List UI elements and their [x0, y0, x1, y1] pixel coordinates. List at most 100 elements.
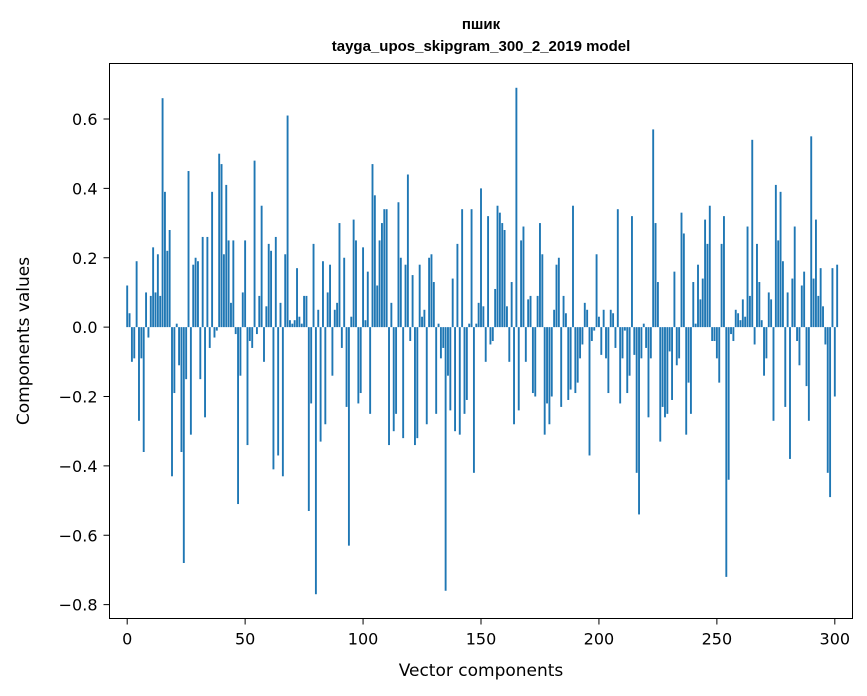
bar-297 [826, 327, 829, 473]
bar-195 [586, 309, 589, 328]
bar-191 [576, 327, 579, 383]
bar-193 [581, 327, 584, 345]
bar-21 [175, 323, 178, 328]
bar-104 [371, 164, 374, 328]
bar-48 [239, 327, 242, 376]
bar-69 [289, 320, 291, 328]
bar-295 [822, 306, 824, 328]
bar-72 [296, 268, 298, 328]
bar-213 [628, 327, 631, 376]
bar-110 [385, 209, 388, 328]
bar-233 [675, 327, 678, 366]
bar-238 [687, 327, 690, 383]
bar-258 [734, 309, 737, 328]
bar-54 [253, 160, 256, 328]
bar-17 [166, 250, 169, 328]
bar-225 [656, 282, 659, 328]
bar-161 [506, 306, 508, 328]
y-tick-label-5: 0.2 [72, 249, 97, 268]
bar-119 [406, 174, 409, 328]
bar-199 [595, 254, 598, 328]
bar-122 [414, 327, 416, 446]
bar-11 [152, 247, 155, 328]
bar-63 [274, 236, 277, 328]
bar-147 [472, 327, 475, 473]
bar-291 [812, 278, 815, 328]
bar-262 [744, 316, 747, 328]
bar-111 [388, 327, 390, 446]
bar-216 [635, 327, 638, 473]
bar-277 [779, 191, 782, 328]
bar-278 [781, 261, 784, 328]
bar-265 [751, 139, 754, 328]
bar-6 [140, 327, 143, 359]
bar-224 [654, 223, 657, 328]
bar-132 [437, 323, 440, 328]
bar-73 [298, 316, 301, 328]
bar-279 [784, 327, 787, 407]
bar-108 [380, 223, 383, 328]
bar-192 [579, 327, 582, 359]
bar-127 [425, 327, 428, 425]
bar-131 [435, 327, 438, 414]
bar-38 [215, 327, 218, 331]
bar-113 [392, 327, 395, 432]
bar-61 [270, 250, 273, 328]
bar-83 [322, 261, 324, 328]
bar-151 [482, 306, 485, 328]
bar-145 [468, 323, 471, 328]
bar-185 [562, 295, 565, 328]
bar-264 [748, 295, 751, 328]
bar-209 [619, 327, 622, 404]
bar-156 [494, 288, 497, 328]
bar-159 [501, 223, 504, 328]
bar-3 [133, 327, 136, 359]
bar-26 [187, 171, 190, 328]
bar-50 [244, 240, 247, 328]
bar-22 [178, 327, 181, 366]
bar-123 [416, 327, 419, 439]
x-tick-label-6: 300 [820, 630, 851, 649]
bar-246 [706, 243, 709, 328]
bar-261 [741, 299, 744, 328]
bar-74 [300, 323, 303, 328]
bar-239 [689, 327, 692, 414]
bar-114 [395, 327, 398, 414]
bar-247 [708, 205, 711, 328]
bar-41 [222, 254, 225, 328]
bar-288 [805, 327, 808, 387]
bar-150 [480, 188, 482, 328]
bar-60 [267, 243, 270, 328]
bar-115 [397, 202, 400, 328]
bar-300 [833, 327, 836, 397]
bar-281 [789, 327, 791, 459]
bar-205 [609, 309, 612, 328]
bar-130 [432, 282, 435, 328]
bar-188 [569, 327, 572, 390]
bar-215 [633, 327, 636, 355]
bar-153 [487, 216, 490, 328]
bar-155 [491, 327, 494, 342]
bar-118 [404, 264, 407, 328]
bar-128 [428, 257, 431, 328]
bar-162 [508, 327, 511, 362]
bar-284 [796, 327, 799, 342]
bar-203 [605, 327, 607, 359]
bar-243 [699, 299, 702, 328]
bar-12 [154, 292, 157, 328]
bar-109 [383, 209, 386, 328]
bar-267 [756, 243, 758, 328]
bar-86 [329, 264, 331, 328]
bar-286 [800, 285, 803, 328]
bar-208 [616, 209, 619, 328]
bar-65 [279, 302, 282, 328]
bar-232 [673, 271, 676, 328]
bar-46 [234, 327, 237, 335]
y-tick-label-3: −0.2 [59, 388, 98, 407]
bar-289 [807, 327, 810, 421]
bar-177 [543, 327, 546, 435]
bar-189 [572, 205, 574, 328]
bar-227 [661, 327, 664, 407]
bar-280 [786, 292, 789, 328]
